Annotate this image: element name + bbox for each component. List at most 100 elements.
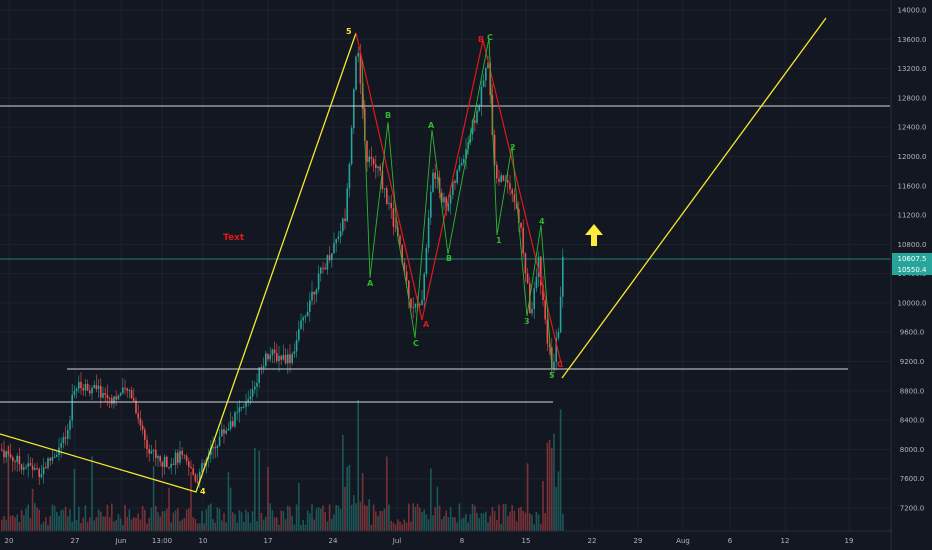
wave-label-yellow-4: 4	[200, 487, 206, 496]
candle-body	[51, 457, 54, 461]
candle-body	[243, 406, 245, 408]
volume-bar	[84, 505, 87, 531]
volume-bar	[504, 503, 507, 531]
green-wave-lines[interactable]	[361, 37, 553, 371]
volume-bar	[69, 509, 71, 531]
candle-body	[555, 338, 557, 362]
volume-bar	[419, 507, 421, 531]
volume-bar	[342, 434, 344, 531]
candle-body	[452, 180, 454, 196]
volume-bar	[60, 510, 62, 531]
candle-body	[269, 355, 271, 360]
volume-bar	[3, 515, 5, 531]
volume-bar	[31, 488, 34, 531]
volume-bar	[51, 504, 54, 531]
volume-bar	[306, 510, 309, 531]
time-axis[interactable]: 20 27 Jun 13:00 10 17 24 Jul 8 15 22 29 Aug 6 12 19	[5, 537, 854, 545]
candle-body	[201, 463, 203, 473]
volume-bar	[185, 509, 188, 531]
volume-bar	[366, 505, 368, 531]
yellow-trendline-impulse[interactable]	[0, 32, 357, 493]
volume-bar	[181, 519, 183, 531]
candle-body	[179, 450, 181, 463]
volume-bar	[304, 524, 307, 531]
volume-bar	[243, 521, 245, 531]
time-tick-label: Aug	[676, 537, 690, 545]
candle-body	[60, 443, 62, 448]
volume-bar	[67, 516, 69, 531]
volume-bar	[249, 522, 252, 531]
candle-body	[262, 365, 265, 368]
volume-bar	[511, 504, 513, 531]
second-price-tag-text: 10550.4	[898, 266, 927, 274]
volume-bar	[126, 516, 128, 531]
volume-bar	[102, 516, 104, 531]
volume-bar	[416, 503, 419, 531]
candle-body	[117, 395, 120, 400]
volume-bar	[119, 518, 122, 531]
text-annotation[interactable]: Text	[223, 233, 245, 243]
candle-body	[71, 394, 73, 421]
candle-body	[256, 382, 258, 387]
volume-bar	[157, 512, 159, 531]
volume-bar	[183, 518, 186, 531]
red-wave-lines[interactable]	[355, 32, 563, 368]
candle-body	[16, 455, 18, 463]
volume-bar	[271, 510, 274, 531]
volume-bar	[5, 519, 7, 531]
candle-body	[232, 421, 234, 427]
up-arrow-icon[interactable]	[585, 224, 603, 246]
candle-body	[333, 243, 335, 254]
volume-bar	[496, 519, 498, 531]
volume-bar	[196, 523, 199, 531]
candle-body	[236, 412, 238, 414]
volume-bar	[344, 486, 346, 531]
yellow-trendline-projection[interactable]	[561, 17, 827, 379]
candle-body	[1, 449, 3, 451]
wave-label-green-a2: A	[428, 121, 435, 130]
volume-bar	[542, 481, 544, 531]
candle-body	[172, 463, 175, 465]
candle-body	[390, 202, 392, 209]
price-tick-label: 12400.0	[898, 124, 927, 132]
volume-bar	[489, 515, 491, 531]
candle-body	[227, 428, 230, 431]
volume-bar	[346, 466, 348, 531]
candle-body	[97, 385, 100, 390]
candle-body	[320, 267, 322, 274]
candle-body	[447, 203, 450, 211]
volume-bar	[471, 503, 474, 531]
volume-bar	[163, 511, 166, 531]
candle-body	[309, 300, 311, 312]
volume-bar	[144, 509, 146, 531]
volume-bar	[526, 463, 529, 531]
candle-body	[463, 158, 465, 163]
volume-bar	[469, 514, 472, 531]
volume-bar	[397, 519, 399, 531]
candle-body	[73, 391, 76, 395]
candle-body	[493, 134, 496, 165]
volume-bar	[557, 471, 560, 531]
volume-bar	[221, 520, 223, 531]
volume-bar	[441, 519, 443, 531]
candle-body	[150, 451, 153, 454]
candle-body	[485, 68, 487, 81]
candle-body	[311, 291, 313, 301]
price-axis[interactable]: 14000.0 13600.0 13200.0 12800.0 12400.0 12000…	[898, 7, 927, 513]
volume-bar	[540, 524, 542, 531]
candle-body	[34, 468, 36, 470]
wave-label-green-c1: C	[413, 339, 419, 348]
candle-body	[375, 164, 377, 169]
volume-bar	[293, 524, 296, 531]
candle-body	[559, 296, 562, 333]
volume-bar	[177, 508, 179, 531]
time-tick-label: 29	[634, 537, 643, 545]
candle-body	[25, 466, 27, 468]
time-tick-label: 20	[5, 537, 14, 545]
time-tick-label: 27	[71, 537, 80, 545]
volume-bar	[128, 509, 131, 531]
volume-bar	[188, 508, 190, 531]
time-tick-label: Jul	[392, 537, 402, 545]
volume-bar	[317, 507, 320, 531]
